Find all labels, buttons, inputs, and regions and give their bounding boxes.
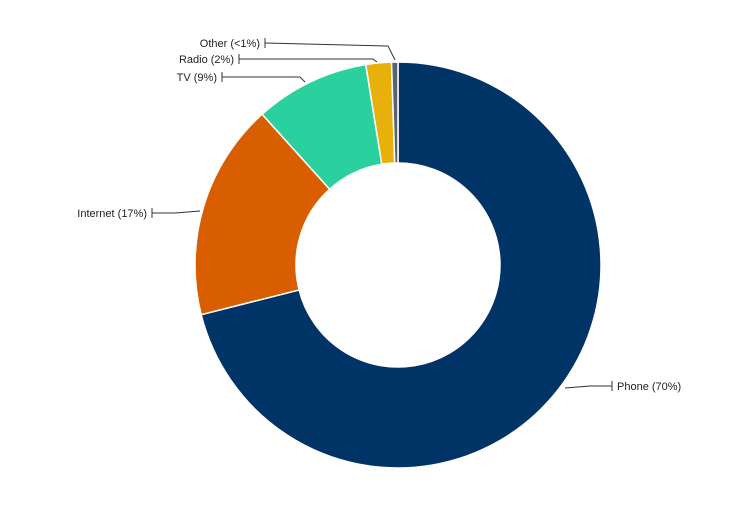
slice-other	[390, 61, 399, 164]
slice-label-radio: Radio (2%)	[179, 54, 234, 66]
slice-label-tv: TV (9%)	[177, 72, 217, 84]
slice-label-internet: Internet (17%)	[77, 208, 147, 220]
slices-layer	[194, 61, 602, 469]
slice-phone	[200, 61, 602, 469]
leader-line-internet	[152, 210, 201, 214]
leader-line-radio	[239, 58, 378, 63]
leader-line-tv	[222, 76, 306, 83]
leader-line-phone	[564, 385, 612, 389]
slice-internet	[194, 113, 331, 316]
labels-layer: Phone (70%) Internet (17%) TV (9%) Radio (2…	[77, 38, 681, 393]
slice-label-phone: Phone (70%)	[617, 381, 681, 393]
slice-label-other: Other (<1%)	[200, 38, 260, 50]
leader-line-other	[264, 42, 396, 61]
